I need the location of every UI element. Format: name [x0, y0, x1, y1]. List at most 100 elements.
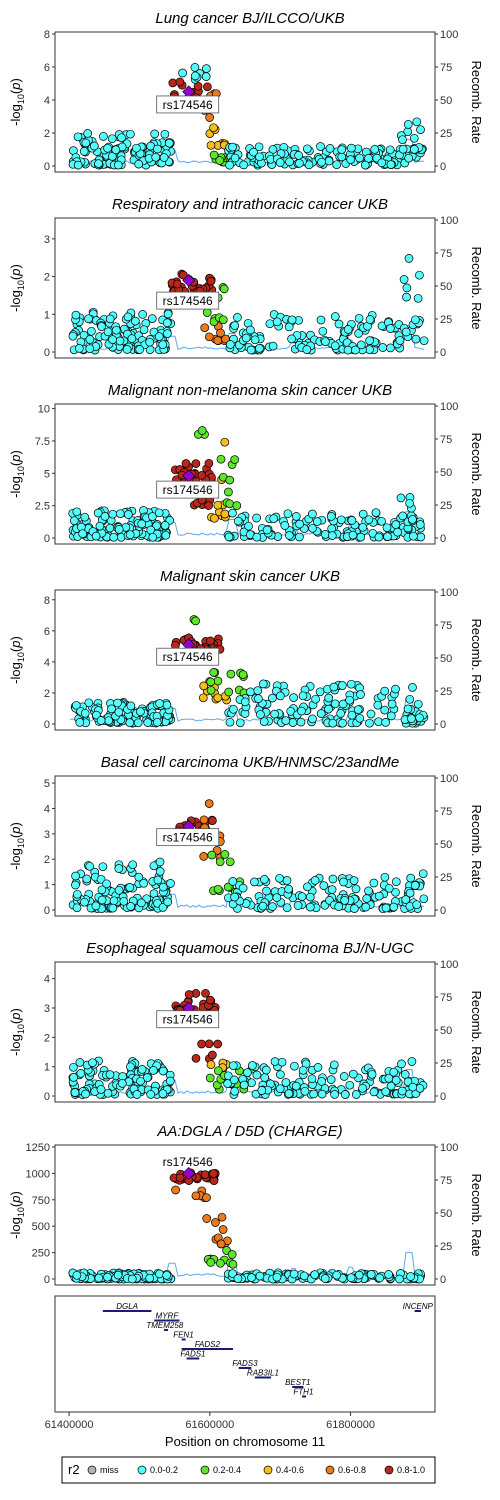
panel-title: Malignant non-melanoma skin cancer UKB [108, 382, 392, 399]
snp-point [153, 875, 163, 885]
snp-point [407, 714, 416, 724]
snp-point [229, 704, 238, 714]
y-tick-label: 8 [44, 595, 50, 607]
snp-point [225, 717, 235, 727]
snp-point [324, 156, 334, 166]
snp-point [215, 156, 225, 165]
snp-point [213, 1039, 223, 1049]
lead-snp-point [182, 1166, 196, 1180]
snp-point [202, 308, 212, 317]
snp-point [89, 141, 99, 151]
snp-point [408, 683, 417, 692]
recomb-tick-label: 75 [440, 1175, 452, 1187]
snp-point [275, 1084, 285, 1094]
snp-point [415, 520, 425, 529]
y-tick-label: 1 [44, 309, 50, 321]
snp-point [343, 345, 353, 355]
snp-point [226, 669, 236, 679]
snp-point [347, 143, 356, 153]
snp-point [225, 475, 235, 485]
snp-point [338, 699, 348, 709]
snp-point [93, 508, 103, 518]
snp-point [297, 892, 307, 901]
snp-point [143, 718, 153, 727]
y-tick-label: 2 [44, 128, 50, 140]
snp-point [171, 1185, 180, 1195]
snp-point [213, 676, 223, 686]
snp-point [162, 1270, 172, 1280]
snp-point [252, 513, 261, 523]
snp-point [68, 331, 78, 341]
snp-point [250, 877, 259, 887]
snp-point [165, 1076, 175, 1086]
snp-point [249, 147, 258, 157]
snp-point [207, 850, 217, 860]
snp-point [382, 523, 392, 533]
snp-point [84, 314, 93, 324]
snp-point [220, 437, 230, 447]
snp-point [213, 500, 223, 510]
snp-point [154, 332, 164, 341]
snp-point [190, 71, 200, 81]
snp-point [360, 160, 370, 170]
snp-point [253, 686, 263, 695]
snp-point [126, 902, 136, 911]
snp-point [82, 874, 92, 884]
y-tick-label: 3 [44, 234, 50, 246]
snp-point [81, 138, 91, 148]
panel-title: Lung cancer BJ/ILCCO/UKB [155, 10, 344, 27]
snp-point [338, 681, 347, 690]
snp-point [178, 68, 187, 78]
snp-point [103, 143, 112, 153]
snp-point [139, 878, 149, 888]
snp-point [131, 316, 140, 326]
snp-point [409, 531, 418, 541]
snp-point [103, 1272, 112, 1282]
snp-point [85, 861, 95, 871]
snp-point [73, 132, 83, 142]
snp-point [395, 1274, 404, 1284]
snp-point [405, 888, 415, 898]
snp-point [282, 876, 292, 885]
snp-point [346, 679, 356, 689]
legend-swatch [137, 1465, 147, 1475]
snp-point [117, 1079, 127, 1088]
snp-point [69, 516, 79, 526]
snp-point [364, 515, 374, 525]
snp-point [135, 345, 145, 354]
snp-point [199, 815, 209, 825]
snp-point [327, 885, 337, 894]
snp-point [215, 857, 225, 867]
snp-point [277, 1057, 287, 1067]
snp-point [225, 857, 235, 867]
recomb-axis-label: Recomb. Rate [469, 246, 484, 329]
legend-title: r2 [68, 1462, 80, 1477]
snp-point [389, 902, 399, 912]
snp-point [113, 160, 123, 170]
recomb-tick-label: 25 [440, 500, 452, 512]
y-tick-label: 0 [44, 1274, 50, 1286]
snp-point [257, 1086, 267, 1095]
recomb-tick-label: 75 [440, 620, 452, 632]
snp-point [126, 1062, 135, 1072]
snp-point [351, 1090, 361, 1099]
snp-point [91, 901, 101, 911]
snp-point [109, 896, 119, 906]
snp-point [268, 693, 277, 703]
panel-6: Esophageal squamous cell carcinoma BJ/N-… [8, 940, 484, 1103]
snp-point [213, 693, 223, 703]
snp-point [113, 698, 122, 708]
snp-point [375, 1273, 385, 1283]
snp-point [383, 532, 392, 541]
snp-point [233, 1274, 243, 1283]
snp-point [107, 134, 117, 144]
snp-point [123, 510, 133, 519]
snp-point [158, 340, 168, 350]
snp-point [172, 279, 182, 289]
snp-point [353, 705, 363, 715]
snp-point [209, 123, 218, 133]
snp-point [161, 530, 171, 540]
snp-point [346, 155, 355, 164]
snp-point [348, 530, 358, 540]
snp-point [254, 694, 263, 704]
